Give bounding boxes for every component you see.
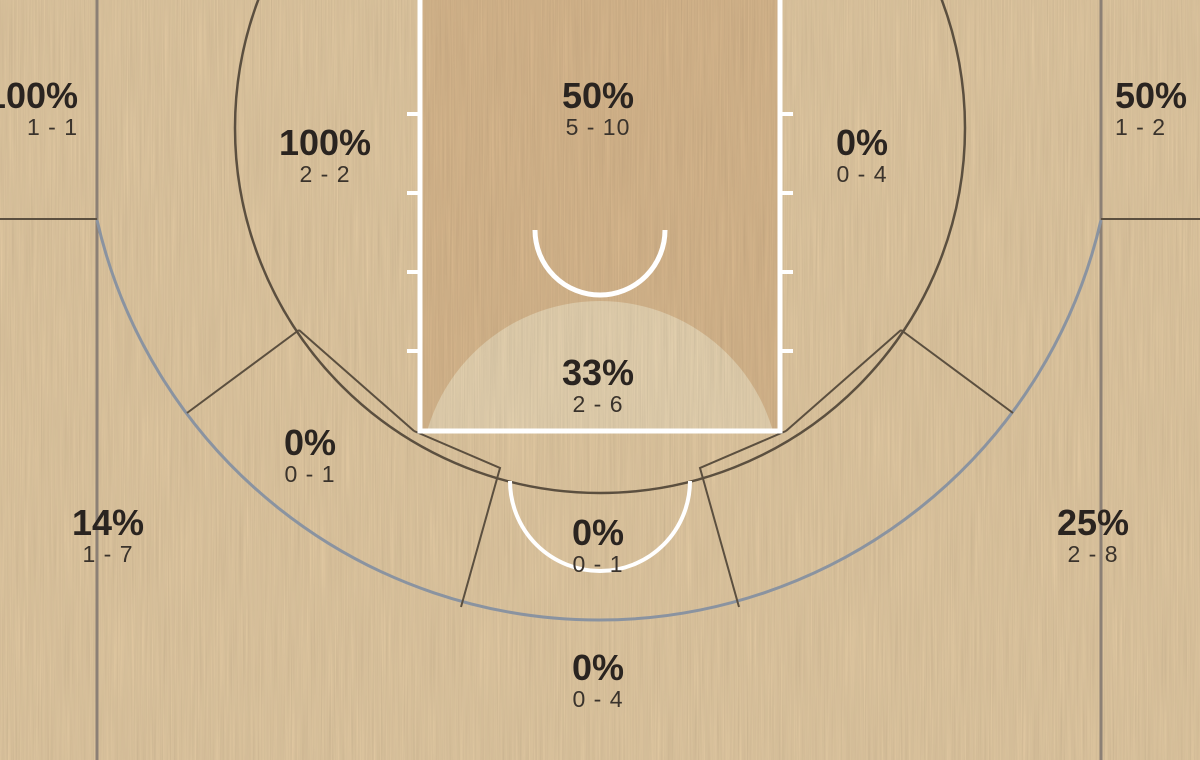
svg-text:0 - 1: 0 - 1 bbox=[284, 461, 335, 487]
svg-text:1 - 1: 1 - 1 bbox=[27, 114, 78, 140]
svg-text:100%: 100% bbox=[0, 75, 78, 116]
svg-text:0 - 4: 0 - 4 bbox=[836, 161, 887, 187]
svg-text:2 - 6: 2 - 6 bbox=[572, 391, 623, 417]
svg-text:0%: 0% bbox=[836, 122, 888, 163]
svg-text:2 - 8: 2 - 8 bbox=[1067, 541, 1118, 567]
svg-text:1 - 7: 1 - 7 bbox=[82, 541, 133, 567]
svg-text:0%: 0% bbox=[284, 422, 336, 463]
svg-text:1 - 2: 1 - 2 bbox=[1115, 114, 1166, 140]
svg-text:14%: 14% bbox=[72, 502, 144, 543]
svg-text:50%: 50% bbox=[1115, 75, 1187, 116]
svg-text:100%: 100% bbox=[279, 122, 371, 163]
svg-text:33%: 33% bbox=[562, 352, 634, 393]
svg-text:25%: 25% bbox=[1057, 502, 1129, 543]
svg-text:0%: 0% bbox=[572, 647, 624, 688]
svg-text:5 - 10: 5 - 10 bbox=[566, 114, 631, 140]
svg-text:0%: 0% bbox=[572, 512, 624, 553]
svg-text:0 - 4: 0 - 4 bbox=[572, 686, 623, 712]
svg-text:50%: 50% bbox=[562, 75, 634, 116]
svg-text:0 - 1: 0 - 1 bbox=[572, 551, 623, 577]
svg-text:2 - 2: 2 - 2 bbox=[299, 161, 350, 187]
